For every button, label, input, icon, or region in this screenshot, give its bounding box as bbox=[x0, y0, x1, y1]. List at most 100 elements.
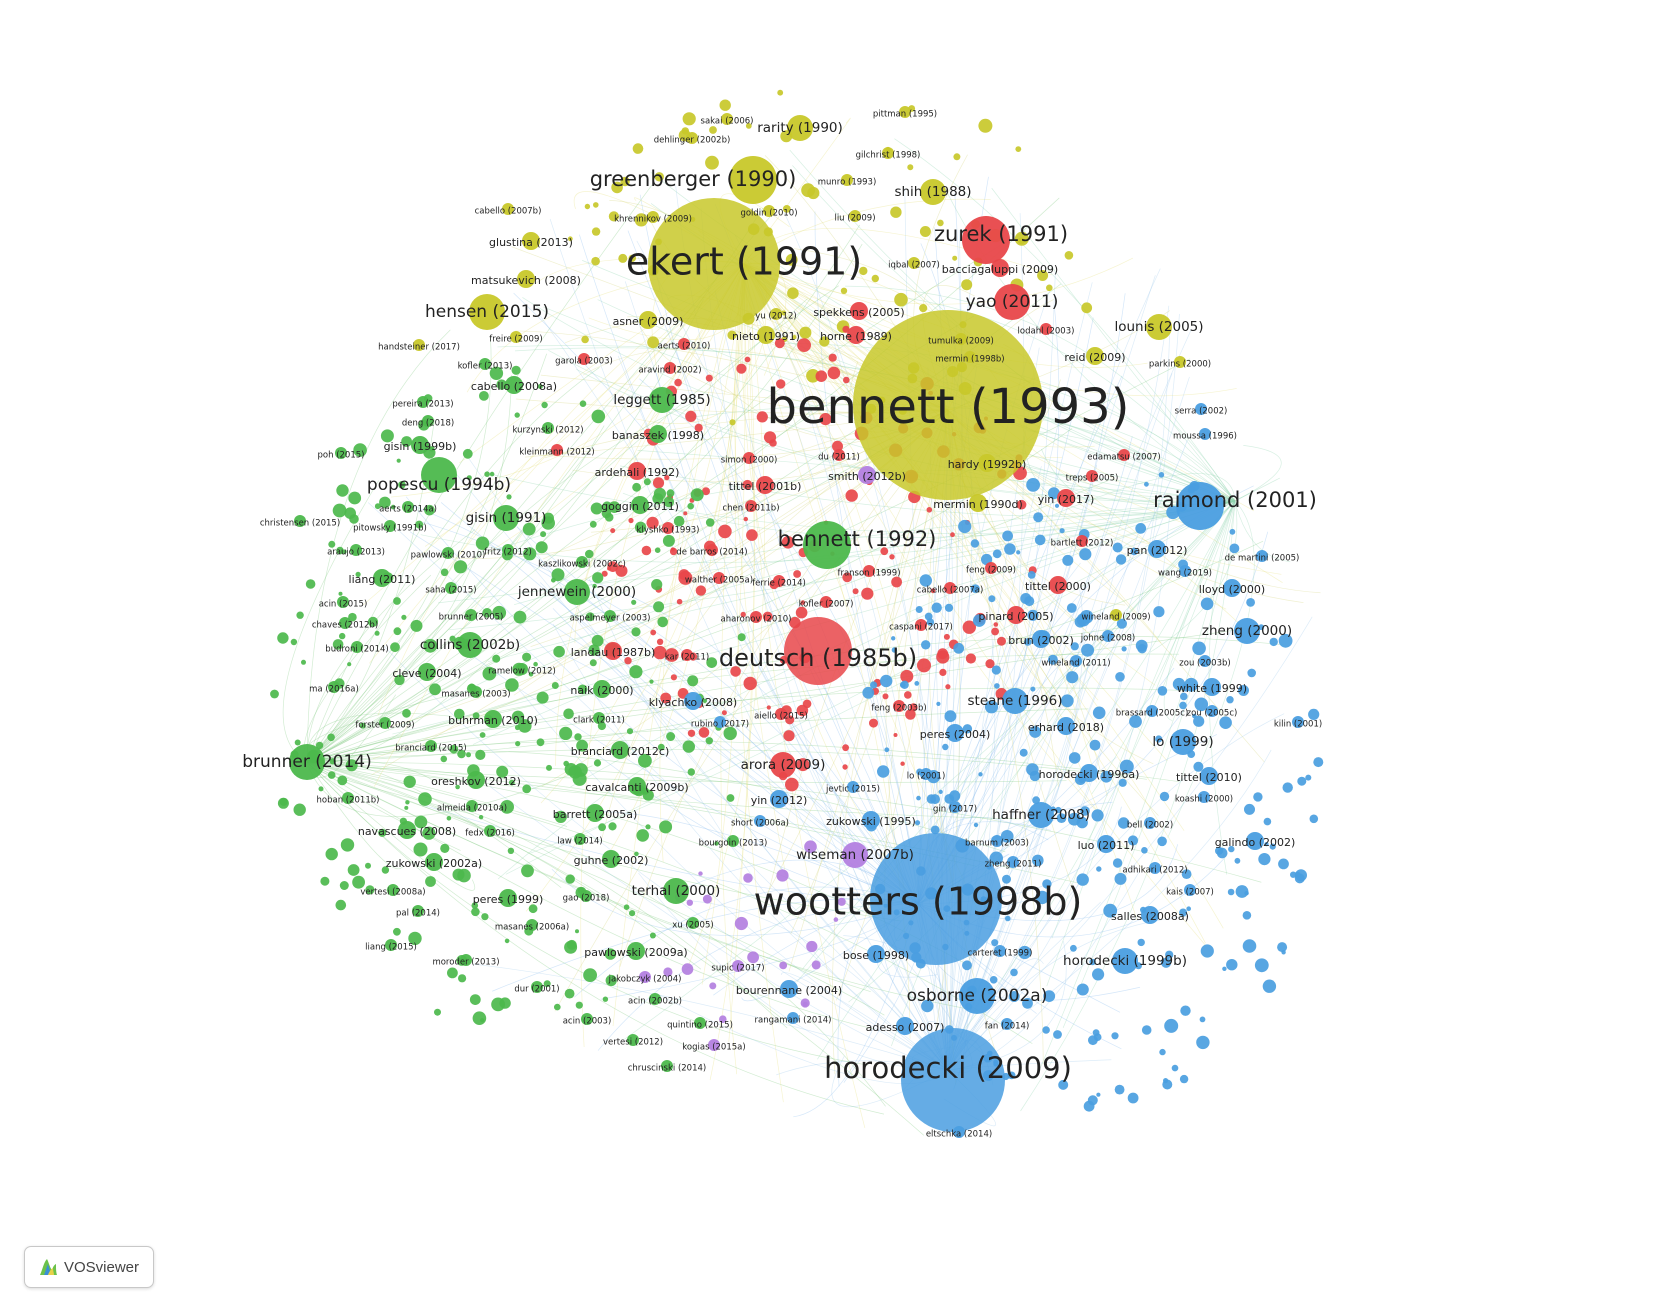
node-label[interactable]: galindo (2002) bbox=[1215, 836, 1296, 849]
node-label[interactable]: tumulka (2009) bbox=[928, 337, 994, 347]
node[interactable] bbox=[379, 717, 391, 729]
node-label[interactable]: lo (1999) bbox=[1152, 734, 1213, 750]
node[interactable] bbox=[517, 270, 535, 288]
node[interactable] bbox=[627, 1034, 639, 1046]
node[interactable] bbox=[1146, 314, 1172, 340]
node[interactable] bbox=[899, 106, 911, 118]
node-label[interactable]: bacciagaluppi (2009) bbox=[942, 263, 1058, 276]
node[interactable] bbox=[1102, 630, 1114, 642]
node[interactable] bbox=[484, 710, 502, 728]
node-label[interactable]: caspani (2017) bbox=[889, 623, 953, 633]
node-label[interactable]: branciard (2015) bbox=[395, 744, 466, 754]
node-label[interactable]: matsukevich (2008) bbox=[471, 274, 581, 287]
node-label[interactable]: gilchrist (1998) bbox=[856, 151, 921, 161]
node[interactable] bbox=[350, 544, 362, 556]
node-label[interactable]: dur (2001) bbox=[514, 985, 559, 995]
node[interactable] bbox=[882, 147, 894, 159]
node[interactable] bbox=[773, 575, 785, 587]
node-label[interactable]: gao (2018) bbox=[563, 894, 610, 904]
node-label[interactable]: simon (2000) bbox=[721, 456, 778, 466]
node-label[interactable]: shih (1988) bbox=[894, 184, 971, 200]
node[interactable] bbox=[470, 686, 482, 698]
node[interactable] bbox=[580, 890, 592, 902]
node[interactable] bbox=[1176, 482, 1224, 530]
node[interactable] bbox=[422, 415, 434, 427]
node[interactable] bbox=[1234, 618, 1260, 644]
node[interactable] bbox=[1002, 688, 1028, 714]
node-label[interactable]: barnum (2003) bbox=[965, 839, 1029, 849]
node-label[interactable]: chruscinski (2014) bbox=[628, 1064, 706, 1074]
node-label[interactable]: acin (2002b) bbox=[628, 997, 682, 1007]
node-label[interactable]: guhne (2002) bbox=[574, 854, 649, 867]
node-label[interactable]: ma (2016a) bbox=[309, 685, 359, 695]
node[interactable] bbox=[1080, 764, 1098, 782]
node-label[interactable]: kofler (2013) bbox=[458, 362, 513, 372]
node[interactable] bbox=[647, 211, 659, 223]
node-label[interactable]: chaves (2012b) bbox=[312, 621, 378, 631]
node[interactable] bbox=[920, 768, 932, 780]
node-label[interactable]: brun (2002) bbox=[1008, 634, 1074, 647]
node-label[interactable]: acin (2003) bbox=[563, 1017, 612, 1027]
node[interactable] bbox=[743, 452, 755, 464]
node-label[interactable]: mermin (1990d) bbox=[933, 498, 1023, 511]
node[interactable] bbox=[1049, 576, 1067, 594]
node-label[interactable]: aharonov (2010) bbox=[721, 615, 792, 625]
node[interactable] bbox=[908, 257, 920, 269]
node-label[interactable]: leggett (1985) bbox=[613, 392, 710, 408]
node-label[interactable]: pawlowski (2009a) bbox=[584, 946, 687, 959]
node[interactable] bbox=[708, 1039, 720, 1051]
node-label[interactable]: kar (2011) bbox=[665, 653, 709, 663]
node-label[interactable]: tittel (2000) bbox=[1025, 580, 1091, 593]
node-label[interactable]: yin (2012) bbox=[751, 794, 808, 807]
node-label[interactable]: munro (1993) bbox=[818, 178, 877, 188]
node[interactable] bbox=[870, 833, 1002, 965]
node-label[interactable]: wineland (2011) bbox=[1041, 659, 1110, 669]
node[interactable] bbox=[460, 954, 472, 966]
node[interactable] bbox=[959, 978, 995, 1014]
node[interactable] bbox=[576, 556, 588, 568]
node-label[interactable]: almeida (2010a) bbox=[437, 804, 507, 814]
node[interactable] bbox=[991, 259, 1009, 277]
node-label[interactable]: hoban (2011b) bbox=[317, 796, 380, 806]
node[interactable] bbox=[750, 611, 762, 623]
node[interactable] bbox=[1179, 565, 1191, 577]
node-label[interactable]: oreshkov (2012) bbox=[431, 775, 521, 788]
node[interactable] bbox=[1086, 347, 1104, 365]
node[interactable] bbox=[457, 632, 483, 658]
node-label[interactable]: adesso (2007) bbox=[866, 1021, 945, 1034]
node[interactable] bbox=[745, 500, 757, 512]
node-label[interactable]: navascues (2008) bbox=[358, 825, 456, 838]
node[interactable] bbox=[328, 681, 340, 693]
node-label[interactable]: horne (1989) bbox=[820, 330, 892, 343]
node-label[interactable]: liang (2015) bbox=[365, 943, 417, 953]
node[interactable] bbox=[770, 308, 782, 320]
node[interactable] bbox=[649, 387, 675, 413]
node[interactable] bbox=[687, 917, 699, 929]
node-label[interactable]: zheng (2000) bbox=[1202, 623, 1292, 639]
node[interactable] bbox=[787, 115, 813, 141]
node[interactable] bbox=[729, 156, 777, 204]
node-label[interactable]: yin (2017) bbox=[1038, 493, 1095, 506]
node-label[interactable]: quintino (2015) bbox=[667, 1021, 733, 1031]
node[interactable] bbox=[754, 815, 766, 827]
node[interactable] bbox=[649, 993, 661, 1005]
node[interactable] bbox=[398, 821, 416, 839]
node-label[interactable]: steane (1996) bbox=[968, 693, 1063, 709]
node-label[interactable]: lloyd (2000) bbox=[1199, 583, 1265, 596]
node-label[interactable]: yu (2012) bbox=[755, 312, 796, 322]
node[interactable] bbox=[784, 617, 852, 685]
node-label[interactable]: gisin (1991) bbox=[466, 510, 547, 526]
node-label[interactable]: bennett (1993) bbox=[767, 379, 1130, 435]
node[interactable] bbox=[820, 596, 832, 608]
node[interactable] bbox=[387, 884, 399, 896]
node[interactable] bbox=[1057, 717, 1075, 735]
node[interactable] bbox=[713, 572, 725, 584]
node-label[interactable]: bourgoin (2013) bbox=[699, 839, 768, 849]
node[interactable] bbox=[991, 835, 1003, 847]
node[interactable] bbox=[502, 203, 514, 215]
node-label[interactable]: brunner (2014) bbox=[242, 752, 371, 772]
node[interactable] bbox=[953, 1126, 965, 1138]
node[interactable] bbox=[662, 522, 674, 534]
node[interactable] bbox=[1206, 705, 1218, 717]
node-label[interactable]: franson (1999) bbox=[837, 569, 900, 579]
